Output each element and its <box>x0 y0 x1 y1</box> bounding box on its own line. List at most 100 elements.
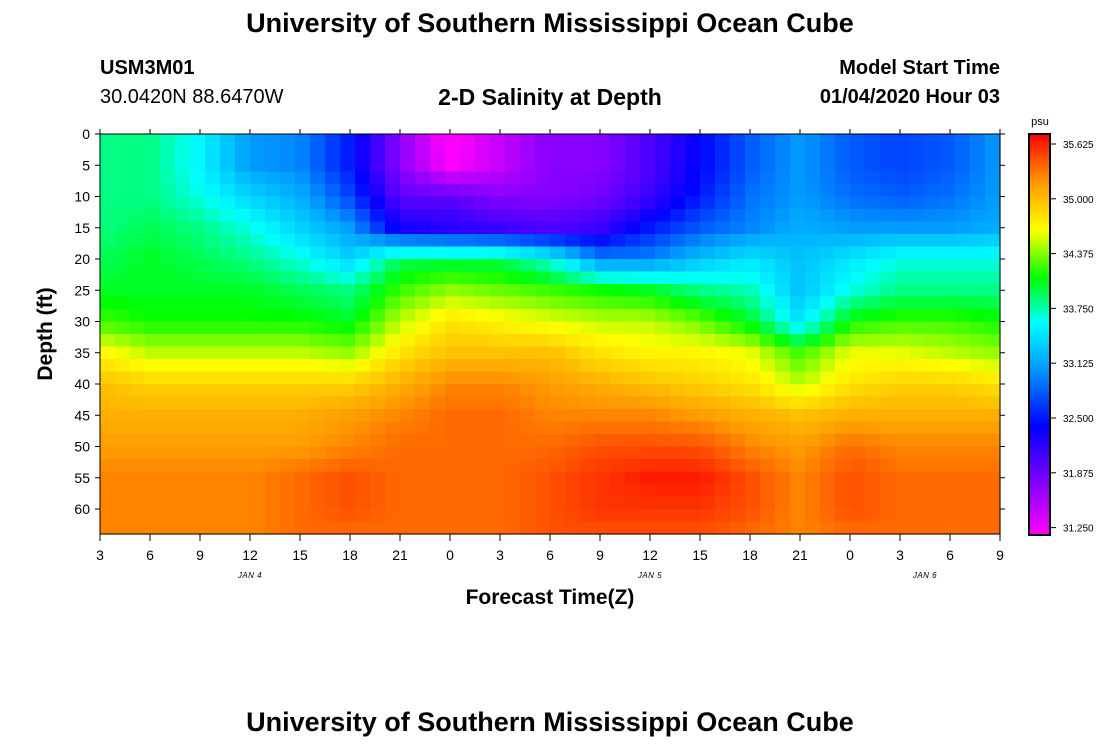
heatmap-cell <box>145 221 161 235</box>
heatmap-cell <box>295 259 311 273</box>
heatmap-cell <box>700 409 716 423</box>
heatmap-cell <box>625 346 641 360</box>
heatmap-cell <box>655 221 671 235</box>
heatmap-cell <box>655 334 671 348</box>
heatmap-cell <box>505 384 521 398</box>
colorbar-unit: psu <box>1031 116 1049 128</box>
heatmap-cell <box>160 246 176 260</box>
heatmap-cell <box>640 184 656 198</box>
heatmap-cell <box>250 384 266 398</box>
heatmap-cell <box>265 434 281 448</box>
heatmap-cell <box>820 209 836 223</box>
y-tick-label: 25 <box>74 282 90 298</box>
heatmap-cell <box>745 334 761 348</box>
heatmap-cell <box>220 446 236 460</box>
heatmap-cell <box>700 309 716 323</box>
heatmap-cell <box>535 296 551 310</box>
heatmap-cell <box>100 459 116 473</box>
heatmap-cell <box>820 471 836 485</box>
heatmap-cell <box>130 259 146 273</box>
heatmap-cell <box>955 246 971 260</box>
heatmap-cell <box>160 309 176 323</box>
heatmap-cell <box>190 196 206 210</box>
heatmap-cell <box>730 446 746 460</box>
heatmap-cell <box>280 259 296 273</box>
heatmap-cell <box>370 184 386 198</box>
heatmap-cell <box>865 471 881 485</box>
heatmap-cell <box>175 496 191 510</box>
colorbar <box>1028 133 1051 536</box>
heatmap-cell <box>640 346 656 360</box>
heatmap-cell <box>460 234 476 248</box>
heatmap-cell <box>190 434 206 448</box>
heatmap-cell <box>265 384 281 398</box>
heatmap-cell <box>235 284 251 298</box>
heatmap-cell <box>925 271 941 285</box>
heatmap-cell <box>310 346 326 360</box>
heatmap-cell <box>715 196 731 210</box>
heatmap-cell <box>550 359 566 373</box>
heatmap-cell <box>535 184 551 198</box>
heatmap-cell <box>805 309 821 323</box>
heatmap-cell <box>205 496 221 510</box>
heatmap-cell <box>505 334 521 348</box>
heatmap-cell <box>295 434 311 448</box>
heatmap-cell <box>505 159 521 173</box>
heatmap-cell <box>985 221 1001 235</box>
heatmap-cell <box>430 421 446 435</box>
heatmap-cell <box>685 521 701 535</box>
heatmap-cell <box>385 409 401 423</box>
heatmap-cell <box>745 296 761 310</box>
heatmap-cell <box>745 134 761 148</box>
heatmap-cell <box>595 196 611 210</box>
heatmap-cell <box>475 134 491 148</box>
heatmap-cell <box>415 146 431 160</box>
heatmap-cell <box>820 371 836 385</box>
heatmap-cell <box>865 284 881 298</box>
heatmap-cell <box>520 421 536 435</box>
heatmap-cell <box>400 484 416 498</box>
heatmap-cell <box>520 309 536 323</box>
heatmap-cell <box>700 371 716 385</box>
heatmap-cell <box>475 346 491 360</box>
heatmap-cell <box>595 321 611 335</box>
heatmap-cell <box>190 396 206 410</box>
heatmap-cell <box>820 421 836 435</box>
heatmap-cell <box>445 396 461 410</box>
heatmap-cell <box>490 334 506 348</box>
heatmap-cell <box>505 409 521 423</box>
heatmap-cell <box>775 146 791 160</box>
heatmap-cell <box>100 334 116 348</box>
heatmap-cell <box>760 284 776 298</box>
heatmap-cell <box>685 321 701 335</box>
heatmap-cell <box>880 159 896 173</box>
heatmap-cell <box>160 234 176 248</box>
y-tick-label: 45 <box>74 407 90 423</box>
heatmap-cell <box>910 246 926 260</box>
heatmap-cell <box>415 209 431 223</box>
heatmap-cell <box>205 459 221 473</box>
heatmap-cell <box>430 359 446 373</box>
heatmap-cell <box>805 184 821 198</box>
heatmap-cell <box>370 359 386 373</box>
heatmap-cell <box>385 284 401 298</box>
x-tick-label: 18 <box>342 547 358 563</box>
heatmap-cell <box>175 384 191 398</box>
heatmap-cell <box>955 359 971 373</box>
heatmap-cell <box>835 321 851 335</box>
heatmap-cell <box>295 496 311 510</box>
heatmap-cell <box>445 146 461 160</box>
heatmap-cell <box>865 346 881 360</box>
heatmap-cell <box>550 146 566 160</box>
heatmap-cell <box>820 521 836 535</box>
heatmap-cell <box>685 221 701 235</box>
heatmap-cell <box>325 221 341 235</box>
heatmap-cell <box>340 196 356 210</box>
heatmap-cell <box>295 221 311 235</box>
heatmap-cell <box>445 159 461 173</box>
heatmap-cell <box>970 259 986 273</box>
heatmap-cell <box>730 321 746 335</box>
heatmap-cell <box>655 459 671 473</box>
heatmap-cell <box>400 471 416 485</box>
heatmap-cell <box>100 246 116 260</box>
